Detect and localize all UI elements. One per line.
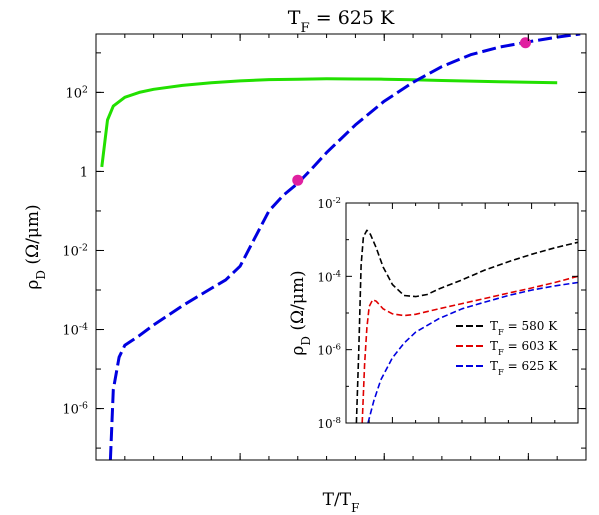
inset-y-tick-label: 10-8 (317, 416, 341, 431)
inset-y-tick-label: 10-6 (317, 343, 341, 358)
y-tick-label: 10-6 (62, 400, 88, 418)
x-axis-label: T/TF (323, 490, 360, 515)
y-tick-label: 10-2 (62, 242, 88, 260)
series-screened-line (108, 34, 581, 460)
main-frame (95, 33, 587, 461)
inset-plot-area (355, 229, 578, 423)
inset-y-tick-label: 10-4 (317, 269, 341, 284)
inset-series-line-1 (361, 275, 578, 423)
y-axis-label: ρD (Ω/μm) (23, 204, 48, 289)
inset-background (346, 203, 578, 423)
inset-series-line-2 (367, 281, 578, 423)
y-tick-label: 102 (66, 84, 89, 102)
inset-legend-label-1: TF = 603 K (490, 339, 558, 357)
marker-point-0 (292, 174, 304, 186)
series-bare-line (100, 77, 558, 168)
chart-title: TF = 625 K (288, 7, 395, 36)
y-tick-label: 1 (80, 165, 88, 180)
inset-y-tick-label: 10-2 (317, 196, 341, 211)
marker-point-1 (519, 37, 531, 49)
inset-series-line-0 (355, 229, 578, 423)
y-tick-label: 10-4 (62, 321, 88, 339)
main-plot-area (100, 34, 581, 460)
inset-legend-label-0: TF = 580 K (490, 319, 558, 337)
inset-y-axis-label: ρD (Ω/μm) (288, 270, 313, 355)
inset-legend-label-2: TF = 625 K (490, 359, 558, 377)
